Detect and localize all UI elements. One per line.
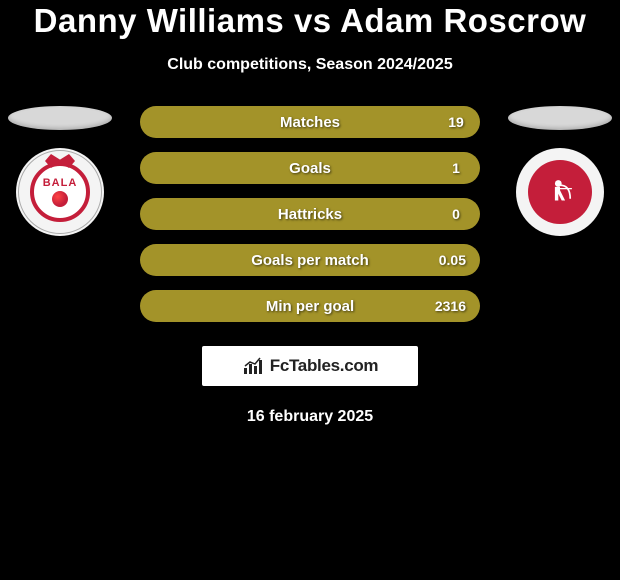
comparison-card: Danny Williams vs Adam Roscrow Club comp… [0,0,620,426]
left-side: BALA [0,106,120,236]
stat-value-right: 2316 [435,298,466,314]
stat-label: Matches [280,114,340,131]
stat-value-right: 0 [446,206,466,222]
brand-watermark: FcTables.com [202,346,418,386]
stat-value-right: 1 [446,160,466,176]
right-divider-ellipse [508,106,612,130]
page-title: Danny Williams vs Adam Roscrow [0,2,620,40]
stat-row-hattricks: Hattricks 0 [140,198,480,230]
stat-label: Goals [289,160,331,177]
stat-value-right: 0.05 [439,252,466,268]
left-divider-ellipse [8,106,112,130]
stat-label: Hattricks [278,206,342,223]
right-side [500,106,620,236]
stat-list: Matches 19 Goals 1 Hattricks 0 Goals per… [140,106,480,322]
stat-row-matches: Matches 19 [140,106,480,138]
body-row: BALA Matches 19 Goals 1 Hattricks 0 [0,106,620,322]
subtitle: Club competitions, Season 2024/2025 [0,56,620,74]
date-text: 16 february 2025 [0,408,620,426]
stat-row-goals: Goals 1 [140,152,480,184]
stat-label: Min per goal [266,298,354,315]
chart-icon [242,356,266,376]
stat-value-right: 19 [446,114,466,130]
stat-label: Goals per match [251,252,369,269]
stat-row-min-per-goal: Min per goal 2316 [140,290,480,322]
right-team-crest [516,148,604,236]
brand-text: FcTables.com [270,356,379,376]
archer-icon [543,175,577,209]
left-team-crest: BALA [16,148,104,236]
stat-row-goals-per-match: Goals per match 0.05 [140,244,480,276]
